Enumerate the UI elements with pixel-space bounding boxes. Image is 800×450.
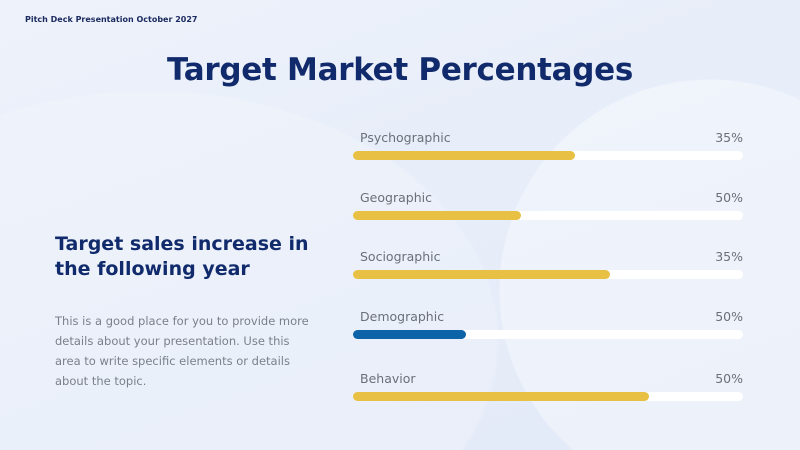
progress-track: [353, 270, 743, 279]
progress-fill: [353, 270, 611, 279]
progress-track: [353, 211, 743, 220]
progress-fill: [353, 211, 521, 220]
progress-item-sociographic: Sociographic 35%: [353, 249, 743, 281]
progress-value: 50%: [715, 190, 743, 205]
progress-value: 35%: [715, 249, 743, 264]
progress-fill: [353, 151, 576, 160]
progress-fill: [353, 330, 467, 339]
progress-item-geographic: Geographic 50%: [353, 190, 743, 222]
progress-item-behavior: Behavior 50%: [353, 371, 743, 403]
progress-track: [353, 392, 743, 401]
progress-value: 35%: [715, 130, 743, 145]
progress-label: Behavior: [360, 371, 416, 386]
progress-value: 50%: [715, 309, 743, 324]
progress-fill: [353, 392, 650, 401]
slide-description: This is a good place for you to provide …: [55, 314, 309, 388]
progress-label: Demographic: [360, 309, 445, 324]
progress-value: 50%: [715, 371, 743, 386]
presentation-header: Pitch Deck Presentation October 2027: [25, 15, 198, 24]
slide-subtitle: Target sales increase in the following y…: [55, 233, 309, 280]
progress-label: Geographic: [360, 190, 432, 205]
progress-item-demographic: Demographic 50%: [353, 309, 743, 341]
progress-label: Psychographic: [360, 130, 451, 145]
progress-track: [353, 151, 743, 160]
progress-item-psychographic: Psychographic 35%: [353, 130, 743, 162]
slide-title: Target Market Percentages: [166, 52, 634, 88]
progress-label: Sociographic: [360, 249, 441, 264]
progress-track: [353, 330, 743, 339]
